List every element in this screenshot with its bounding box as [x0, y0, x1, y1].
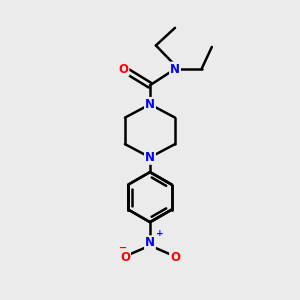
Text: N: N — [145, 151, 155, 164]
Text: O: O — [170, 251, 180, 264]
Text: +: + — [156, 229, 164, 238]
Text: O: O — [118, 62, 128, 76]
Text: N: N — [170, 62, 180, 76]
Text: O: O — [120, 251, 130, 264]
Text: −: − — [118, 243, 127, 253]
Text: N: N — [145, 236, 155, 249]
Text: N: N — [145, 98, 155, 111]
